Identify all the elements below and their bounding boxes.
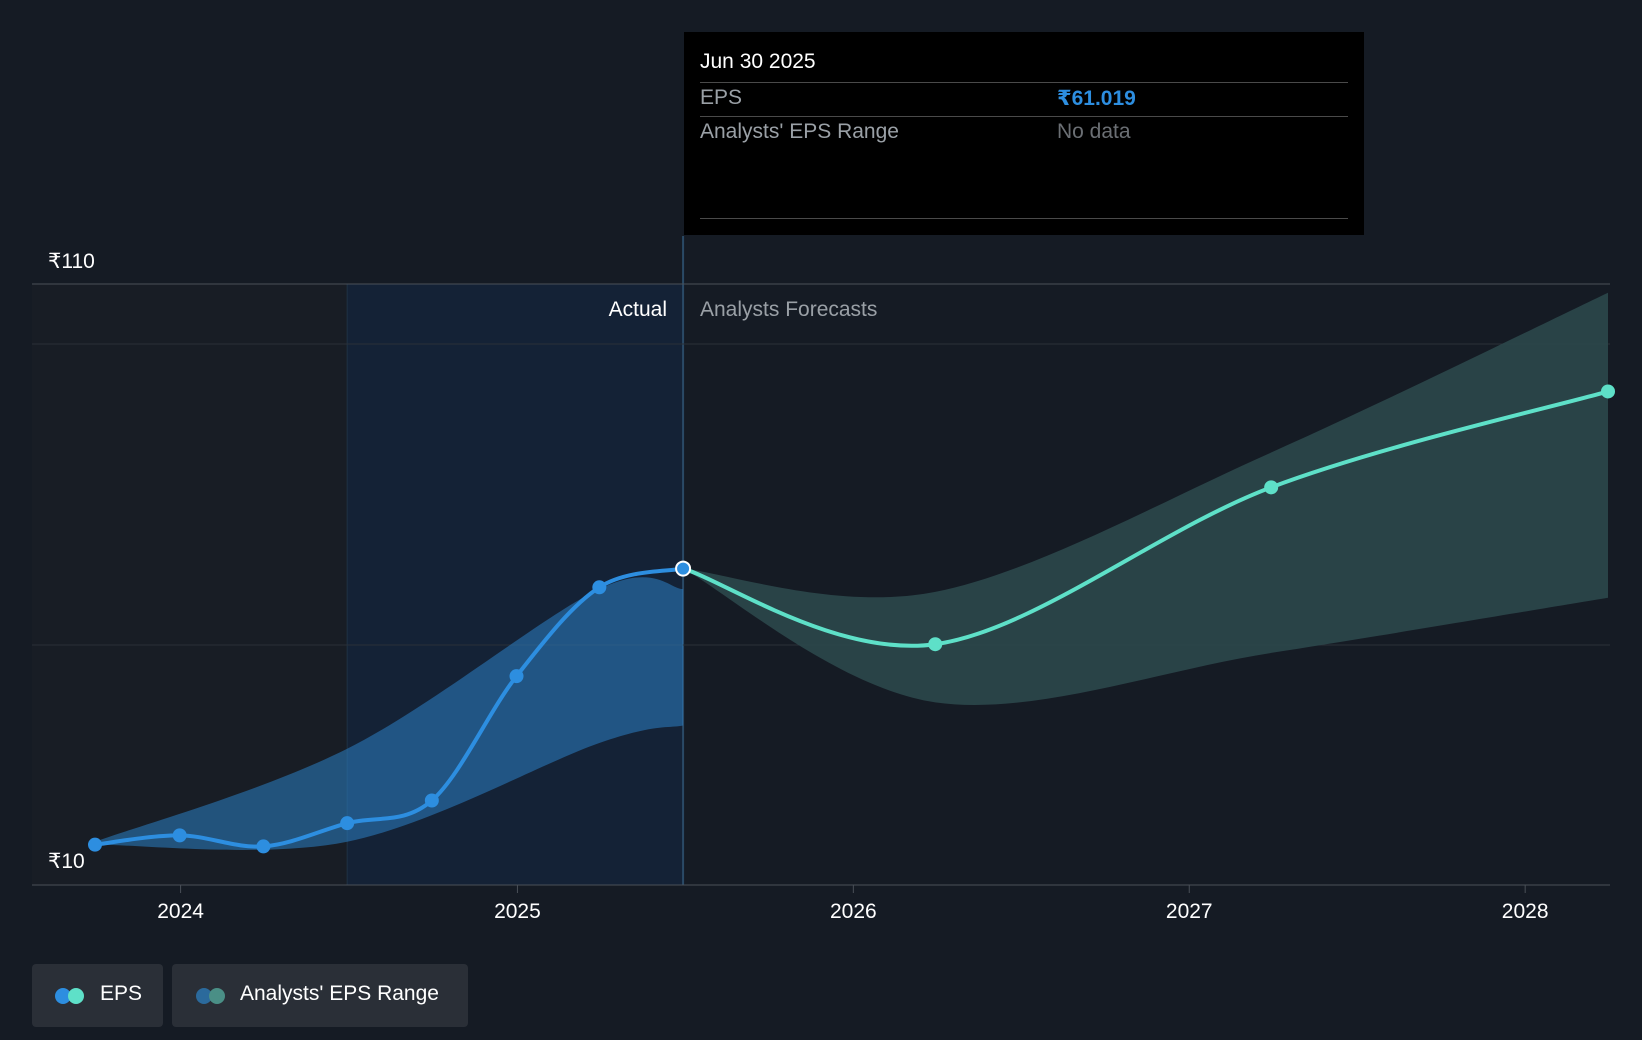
legend-eps-swatch-forecast — [68, 988, 84, 1004]
legend-range-button[interactable]: Analysts' EPS Range — [172, 964, 468, 1027]
tooltip-eps-value: ₹61.019 — [1057, 87, 1136, 110]
forecast-region-label: Analysts Forecasts — [700, 298, 877, 321]
tooltip-divider — [700, 116, 1348, 117]
legend-eps-swatch-actual — [55, 988, 71, 1004]
legend-range-swatch-forecast — [209, 988, 225, 1004]
x-tick-label-2025: 2025 — [494, 900, 541, 923]
eps-point-actual — [509, 669, 524, 684]
legend-eps-button[interactable]: EPS — [32, 964, 163, 1027]
eps-point-actual — [256, 839, 271, 854]
legend-range-swatch-actual — [196, 988, 212, 1004]
tooltip-date: Jun 30 2025 — [700, 50, 816, 73]
chart-label-layer: ₹110 ₹10 Actual Analysts Forecasts 2024 2… — [48, 250, 1549, 923]
tooltip-eps-label: EPS — [700, 86, 743, 109]
tooltip-range-value: No data — [1057, 120, 1131, 143]
eps-range-band-actual — [95, 577, 684, 850]
actual-region-label: Actual — [609, 298, 667, 321]
legend-range-label: Analysts' EPS Range — [240, 982, 439, 1005]
legend-eps-label: EPS — [100, 982, 143, 1005]
eps-point-layer — [88, 384, 1615, 854]
eps-point-actual — [172, 828, 187, 843]
grid-layer — [32, 283, 1610, 893]
eps-range-band-forecast — [683, 292, 1608, 705]
eps-point-actual — [340, 816, 355, 831]
eps-point-forecast — [928, 637, 943, 652]
x-tick-label-2026: 2026 — [830, 900, 877, 923]
eps-point-selected — [675, 560, 692, 577]
eps-point-actual — [88, 837, 102, 852]
eps-line-layer — [93, 389, 1610, 849]
eps-line-forecast — [681, 389, 1610, 648]
eps-point-forecast — [1264, 480, 1279, 495]
range-band-layer — [95, 292, 1608, 850]
y-label-bottom: ₹10 — [48, 850, 85, 873]
x-tick-label-2024: 2024 — [157, 900, 204, 923]
tooltip-range-label: Analysts' EPS Range — [700, 120, 899, 143]
eps-point-actual — [424, 793, 439, 808]
eps-line-actual — [93, 566, 686, 849]
tooltip-divider — [700, 82, 1348, 83]
x-tick-label-2028: 2028 — [1502, 900, 1549, 923]
y-label-top: ₹110 — [48, 250, 95, 273]
tooltip-divider — [700, 218, 1348, 219]
eps-point-forecast — [1601, 384, 1615, 399]
x-tick-label-2027: 2027 — [1166, 900, 1213, 923]
eps-point-actual — [592, 580, 607, 595]
tooltip: Jun 30 2025 EPS ₹61.019 Analysts' EPS Ra… — [684, 32, 1364, 235]
